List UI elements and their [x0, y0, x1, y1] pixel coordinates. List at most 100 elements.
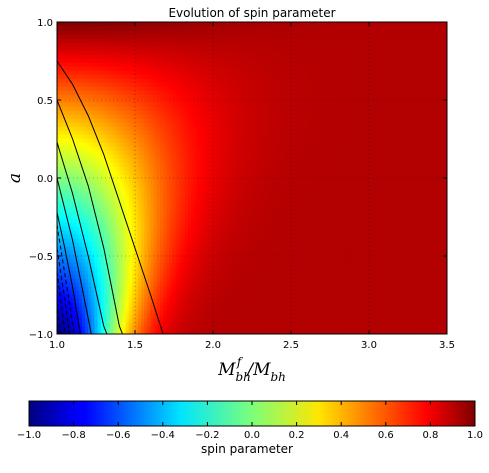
heatmap-cell — [88, 154, 92, 159]
heatmap-cell — [60, 242, 64, 247]
heatmap-cell — [194, 330, 198, 334]
heatmap-cell — [85, 94, 89, 99]
heatmap-cell — [85, 162, 89, 167]
heatmap-cell — [138, 78, 142, 83]
heatmap-cell — [231, 306, 236, 311]
heatmap-cell — [122, 70, 127, 75]
heatmap-cell — [72, 290, 77, 295]
heatmap-cell — [97, 26, 102, 31]
heatmap-cell — [231, 26, 236, 31]
heatmap-cell — [200, 310, 205, 315]
heatmap-cell — [110, 282, 114, 287]
heatmap-cell — [153, 222, 158, 227]
heatmap-cell — [75, 126, 80, 131]
heatmap-cell — [106, 118, 111, 123]
heatmap-cell — [75, 46, 80, 51]
heatmap-cell — [128, 34, 133, 39]
heatmap-cell — [222, 114, 227, 119]
heatmap-cell — [150, 138, 155, 143]
heatmap-cell — [247, 102, 252, 107]
heatmap-cell — [97, 218, 102, 223]
heatmap-cell — [103, 278, 108, 283]
heatmap-cell — [209, 94, 214, 99]
heatmap-cell — [250, 98, 255, 103]
heatmap-cell — [88, 102, 92, 107]
heatmap-cell — [60, 202, 64, 207]
heatmap-cell — [197, 210, 202, 215]
heatmap-cell — [128, 202, 133, 207]
heatmap-cell — [128, 122, 133, 127]
heatmap-cell — [200, 38, 205, 43]
heatmap-cell — [150, 98, 155, 103]
heatmap-cell — [57, 310, 61, 315]
heatmap-cell — [100, 50, 105, 55]
heatmap-cell — [188, 126, 192, 131]
heatmap-cell — [191, 226, 195, 231]
heatmap-cell — [66, 142, 71, 147]
heatmap-cell — [188, 310, 192, 315]
heatmap-cell — [106, 202, 111, 207]
heatmap-cell — [122, 150, 127, 155]
heatmap-cell — [75, 266, 80, 271]
heatmap-cell — [203, 70, 208, 75]
heatmap-cell — [250, 58, 255, 63]
heatmap-cell — [178, 306, 183, 311]
heatmap-cell — [222, 62, 227, 67]
heatmap-cell — [106, 46, 111, 51]
heatmap-cell — [237, 326, 242, 331]
heatmap-cell — [241, 162, 245, 167]
heatmap-cell — [225, 118, 230, 123]
heatmap-cell — [85, 58, 89, 63]
heatmap-cell — [91, 42, 96, 47]
heatmap-cell — [103, 58, 108, 63]
heatmap-cell — [57, 294, 61, 299]
heatmap-cell — [163, 254, 167, 259]
heatmap-cell — [241, 210, 245, 215]
heatmap-cell — [169, 114, 174, 119]
heatmap-cell — [128, 46, 133, 51]
heatmap-cell — [253, 114, 258, 119]
heatmap-cell — [188, 210, 192, 215]
heatmap-cell — [166, 38, 170, 43]
heatmap-cell — [66, 78, 71, 83]
heatmap-cell — [153, 154, 158, 159]
heatmap-cell — [78, 150, 83, 155]
heatmap-cell — [178, 114, 183, 119]
heatmap-cell — [57, 138, 61, 143]
heatmap-cell — [147, 278, 152, 283]
heatmap-cell — [106, 174, 111, 179]
heatmap-cell — [231, 38, 236, 43]
heatmap-cell — [200, 54, 205, 59]
heatmap-cell — [216, 114, 220, 119]
heatmap-cell — [81, 110, 86, 115]
heatmap-cell — [194, 318, 198, 323]
heatmap-cell — [244, 78, 248, 83]
heatmap-cell — [119, 326, 124, 331]
heatmap-cell — [206, 50, 211, 55]
heatmap-cell — [100, 26, 105, 31]
heatmap-cell — [191, 154, 195, 159]
heatmap-cell — [225, 154, 230, 159]
heatmap-cell — [250, 150, 255, 155]
heatmap-cell — [200, 250, 205, 255]
heatmap-cell — [66, 170, 71, 175]
heatmap-cell — [57, 126, 61, 131]
heatmap-cell — [131, 186, 136, 191]
heatmap-cell — [141, 314, 145, 319]
heatmap-cell — [119, 270, 124, 275]
heatmap-cell — [150, 130, 155, 135]
heatmap-cell — [206, 266, 211, 271]
heatmap-cell — [159, 126, 164, 131]
heatmap-cell — [237, 94, 242, 99]
heatmap-cell — [131, 146, 136, 151]
heatmap-cell — [197, 122, 202, 127]
heatmap-cell — [100, 122, 105, 127]
heatmap-cell — [222, 58, 227, 63]
heatmap-cell — [110, 246, 114, 251]
heatmap-cell — [200, 58, 205, 63]
heatmap-cell — [106, 94, 111, 99]
heatmap-cell — [169, 230, 174, 235]
heatmap-cell — [75, 118, 80, 123]
heatmap-cell — [72, 190, 77, 195]
heatmap-cell — [231, 54, 236, 59]
